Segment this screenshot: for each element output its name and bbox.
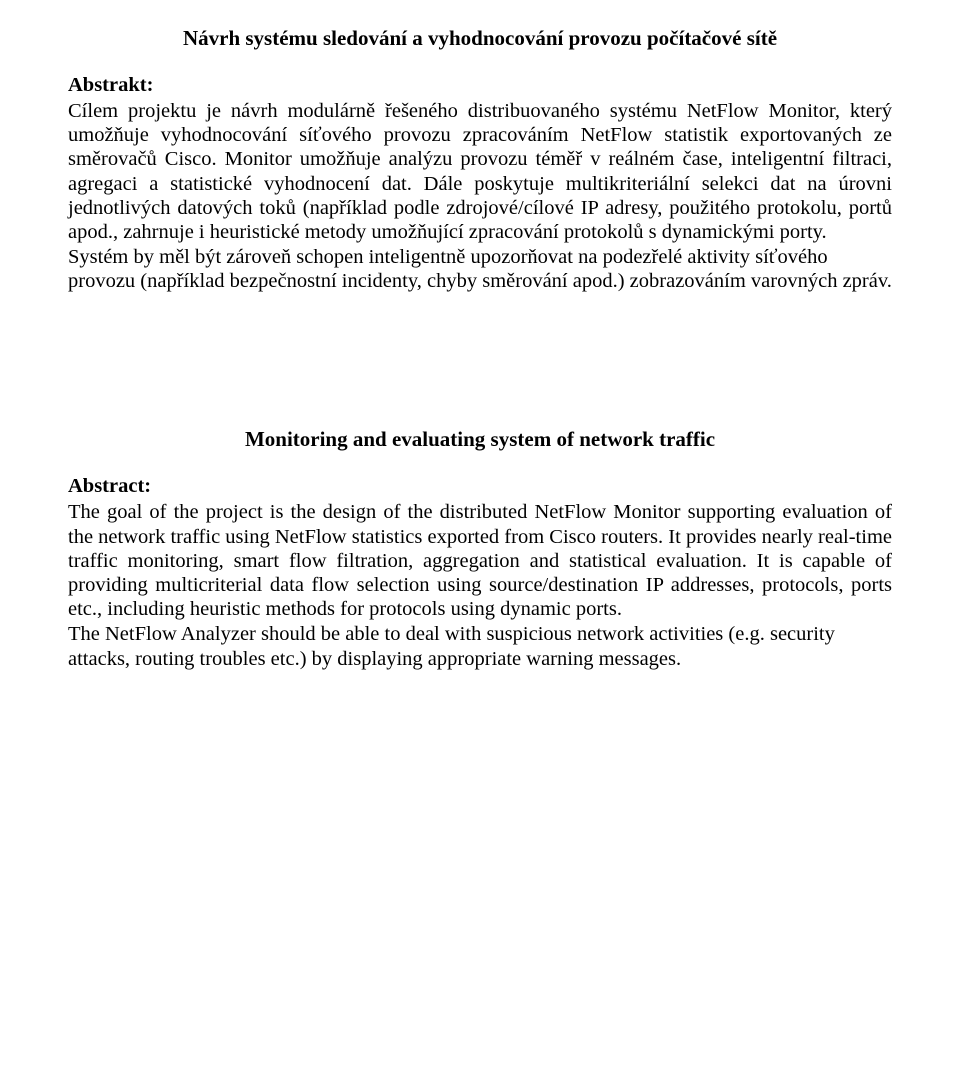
- abstract-paragraph-czech-1: Cílem projektu je návrh modulárně řešené…: [68, 99, 892, 244]
- abstract-paragraph-english-2: The NetFlow Analyzer should be able to d…: [68, 622, 892, 670]
- abstract-paragraph-english-1: The goal of the project is the design of…: [68, 500, 892, 621]
- abstract-label-czech: Abstrakt:: [68, 73, 892, 97]
- title-czech: Návrh systému sledování a vyhodnocování …: [68, 26, 892, 51]
- document-page: Návrh systému sledování a vyhodnocování …: [0, 0, 960, 1070]
- title-english: Monitoring and evaluating system of netw…: [68, 427, 892, 452]
- abstract-paragraph-czech-2: Systém by měl být zároveň schopen inteli…: [68, 245, 892, 293]
- abstract-label-english: Abstract:: [68, 474, 892, 498]
